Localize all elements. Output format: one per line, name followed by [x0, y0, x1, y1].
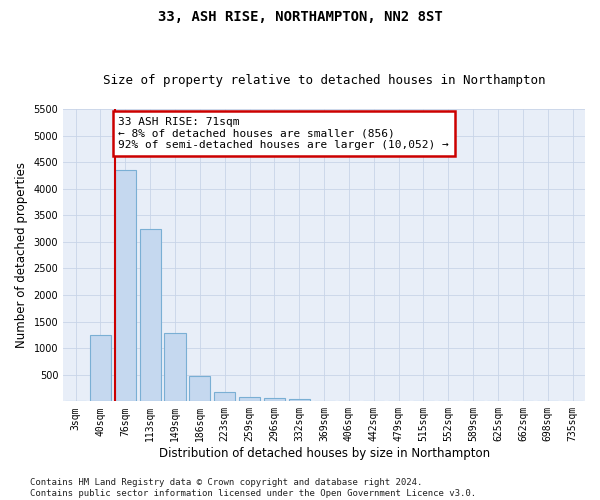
Bar	[115, 170, 136, 402]
Bar	[140, 228, 161, 402]
Bar	[264, 398, 285, 402]
Y-axis label: Number of detached properties: Number of detached properties	[15, 162, 28, 348]
X-axis label: Distribution of detached houses by size in Northampton: Distribution of detached houses by size …	[158, 447, 490, 460]
Bar	[239, 396, 260, 402]
Bar	[90, 335, 111, 402]
Text: 33 ASH RISE: 71sqm
← 8% of detached houses are smaller (856)
92% of semi-detache: 33 ASH RISE: 71sqm ← 8% of detached hous…	[118, 117, 449, 150]
Title: Size of property relative to detached houses in Northampton: Size of property relative to detached ho…	[103, 74, 545, 87]
Text: Contains HM Land Registry data © Crown copyright and database right 2024.
Contai: Contains HM Land Registry data © Crown c…	[30, 478, 476, 498]
Bar	[289, 398, 310, 402]
Text: 33, ASH RISE, NORTHAMPTON, NN2 8ST: 33, ASH RISE, NORTHAMPTON, NN2 8ST	[158, 10, 442, 24]
Bar	[214, 392, 235, 402]
Bar	[189, 376, 211, 402]
Bar	[164, 334, 185, 402]
